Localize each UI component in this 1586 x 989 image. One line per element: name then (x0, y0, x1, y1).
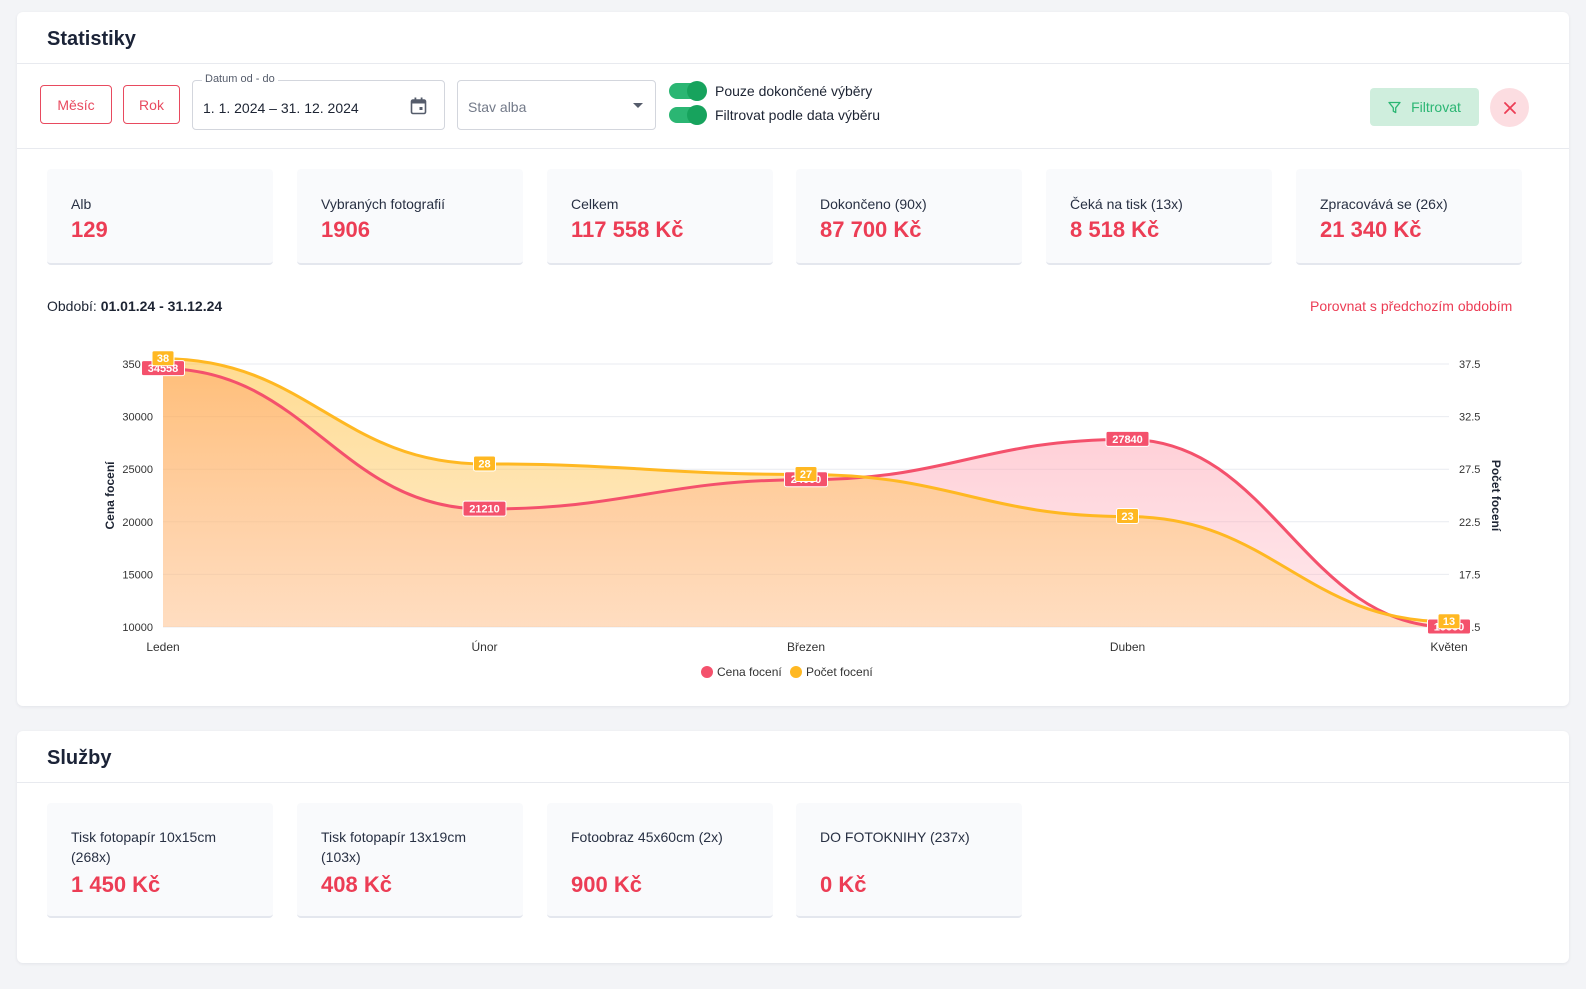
price-data-label-bg (1105, 430, 1150, 447)
y2-tick-label: 32.5 (1459, 412, 1480, 424)
legend-marker-count (790, 666, 802, 678)
stat-label: Celkem (571, 196, 619, 212)
y2-tick-label: 22.5 (1459, 517, 1480, 529)
count-data-label-bg (794, 465, 818, 482)
filter-button-label: Filtrovat (1411, 99, 1461, 115)
x-tick-label: Únor (471, 639, 497, 654)
statistics-card: Statistiky Měsíc Rok Datum od - do 1. 1.… (17, 12, 1569, 706)
stat-value: 117 558 Kč (571, 217, 684, 242)
stat-label: Zpracovává se (26x) (1320, 196, 1448, 212)
service-label: Tisk fotopapír 10x15cm (268x) (71, 829, 216, 865)
x-tick-label: Květen (1430, 640, 1467, 654)
stat-awaiting-print: Čeká na tisk (13x) 8 518 Kč (1046, 169, 1272, 265)
close-icon (1503, 101, 1516, 114)
y-tick-label: 25000 (122, 464, 153, 476)
y-tick-label: 15000 (122, 569, 153, 581)
stat-label: Dokončeno (90x) (820, 196, 927, 212)
count-area (163, 358, 1449, 627)
filter-icon (1388, 101, 1401, 113)
stat-processing: Zpracovává se (26x) 21 340 Kč (1296, 169, 1522, 265)
service-item: DO FOTOKNIHY (237x) 0 Kč (796, 803, 1022, 918)
toggle-completed-only[interactable]: Pouze dokončené výběry (669, 81, 872, 101)
toggle-completed-only-label: Pouze dokončené výběry (715, 83, 873, 99)
stat-value: 8 518 Kč (1070, 217, 1160, 242)
count-data-label-bg (151, 350, 175, 367)
toggle-filter-by-date[interactable]: Filtrovat podle data výběru (669, 105, 880, 125)
service-value: 408 Kč (321, 872, 392, 897)
service-value: 0 Kč (820, 872, 867, 897)
service-label: Tisk fotopapír 13x19cm (103x) (321, 829, 466, 865)
y2-tick-label: 27.5 (1459, 464, 1480, 476)
clear-filter-button[interactable] (1490, 88, 1529, 127)
service-item: Fotoobraz 45x60cm (2x) 900 Kč (547, 803, 773, 918)
service-value: 1 450 Kč (71, 872, 161, 897)
x-tick-label: Leden (146, 640, 179, 654)
statistics-title: Statistiky (47, 28, 136, 50)
x-tick-label: Březen (787, 640, 825, 654)
album-state-select[interactable]: Stav alba (457, 80, 656, 130)
divider (17, 782, 1569, 783)
stat-total: Celkem 117 558 Kč (547, 169, 773, 265)
date-range-value: 1. 1. 2024 – 31. 12. 2024 (203, 100, 359, 116)
legend-label-price: Cena focení (717, 665, 782, 679)
stat-albums: Alb 129 (47, 169, 273, 265)
filter-button[interactable]: Filtrovat (1370, 88, 1479, 126)
y2-axis-title: Počet focení (1489, 460, 1503, 532)
date-range-label: Datum od - do (202, 73, 278, 85)
y-axis-title: Cena focení (103, 461, 117, 530)
count-data-label: 13 (1443, 616, 1455, 628)
stat-label: Čeká na tisk (13x) (1070, 196, 1183, 212)
price-data-label: 21210 (469, 504, 500, 516)
period-label: Období: (47, 298, 97, 314)
date-range-field[interactable]: Datum od - do 1. 1. 2024 – 31. 12. 2024 (192, 73, 445, 130)
stat-selected-photos: Vybraných fotografií 1906 (297, 169, 523, 265)
year-button[interactable]: Rok (123, 85, 180, 124)
legend-marker-price (701, 666, 713, 678)
service-label: DO FOTOKNIHY (237x) (820, 829, 970, 845)
compare-link[interactable]: Porovnat s předchozím obdobím (1310, 298, 1513, 314)
count-data-label: 38 (157, 353, 169, 365)
count-data-label: 28 (478, 458, 490, 470)
count-data-label-bg (1116, 508, 1139, 525)
stat-value: 87 700 Kč (820, 217, 922, 242)
toggle-switch[interactable] (669, 81, 707, 101)
count-data-label: 27 (800, 469, 812, 481)
stat-completed: Dokončeno (90x) 87 700 Kč (796, 169, 1022, 265)
divider (17, 63, 1569, 64)
stat-value: 1906 (321, 217, 370, 242)
stat-label: Alb (71, 196, 92, 212)
count-data-label-bg (473, 455, 496, 472)
chevron-down-icon (633, 103, 643, 108)
price-data-label-bg (462, 500, 507, 517)
price-data-label: 27840 (1112, 434, 1143, 446)
stat-label: Vybraných fotografií (321, 196, 445, 212)
divider (17, 148, 1569, 149)
y-tick-label: 10000 (122, 622, 153, 634)
month-button[interactable]: Měsíc (40, 85, 112, 124)
service-item: Tisk fotopapír 10x15cm (268x) 1 450 Kč (47, 803, 273, 918)
y-tick-label: 20000 (122, 517, 153, 529)
service-label: Fotoobraz 45x60cm (2x) (571, 829, 723, 845)
price-and-count-chart: 10000150002000025000300003500012.517.522… (103, 350, 1503, 679)
period-text: Období: 01.01.24 - 31.12.24 (47, 298, 222, 314)
service-value: 900 Kč (571, 872, 642, 897)
stat-value: 129 (71, 217, 108, 242)
legend-label-count: Počet focení (806, 665, 873, 679)
album-state-placeholder: Stav alba (468, 99, 527, 115)
y2-tick-label: 17.5 (1459, 569, 1480, 581)
y-tick-label: 30000 (122, 412, 153, 424)
services-card: Služby Tisk fotopapír 10x15cm (268x) 1 4… (17, 731, 1569, 963)
toggle-switch[interactable] (669, 105, 707, 125)
services-title: Služby (47, 747, 112, 769)
x-tick-label: Duben (1110, 640, 1145, 654)
y2-tick-label: 37.5 (1459, 359, 1480, 371)
toggle-filter-by-date-label: Filtrovat podle data výběru (715, 107, 880, 123)
period-value: 01.01.24 - 31.12.24 (100, 298, 223, 314)
count-data-label: 23 (1121, 511, 1133, 523)
count-data-label-bg (1437, 613, 1461, 630)
service-item: Tisk fotopapír 13x19cm (103x) 408 Kč (297, 803, 523, 918)
stat-value: 21 340 Kč (1320, 217, 1422, 242)
calendar-icon[interactable] (410, 97, 427, 115)
